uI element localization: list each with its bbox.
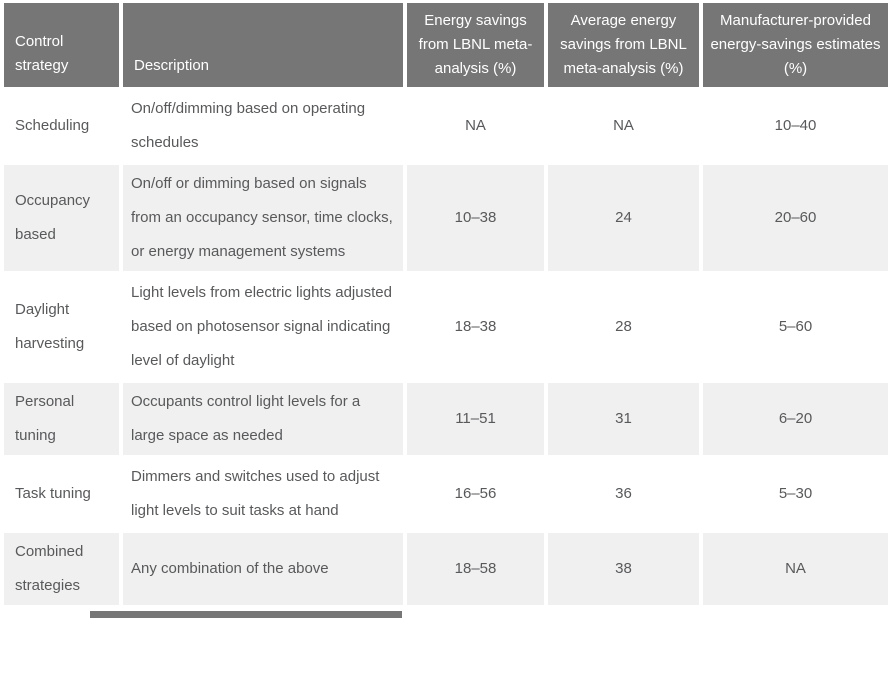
lbnl-range-cell: 11–51 xyxy=(407,383,544,455)
strategy-cell: Personal tuning xyxy=(4,383,119,455)
manufacturer-estimate-cell: 10–40 xyxy=(703,90,888,162)
strategy-cell: Combined strategies xyxy=(4,533,119,605)
lbnl-range-cell: 16–56 xyxy=(407,458,544,530)
table-row: Combined strategies Any combination of th… xyxy=(4,533,888,605)
manufacturer-estimate-cell: 5–60 xyxy=(703,274,888,380)
manufacturer-estimate-cell: 20–60 xyxy=(703,165,888,271)
description-cell: Light levels from electric lights adjust… xyxy=(123,274,403,380)
header-lbnl-savings-range: Energy savings from LBNL meta-analysis (… xyxy=(407,3,544,87)
table-body: Scheduling On/off/dimming based on operat… xyxy=(4,90,888,605)
description-cell: Any combination of the above xyxy=(123,533,403,605)
strategy-cell: Occupancy based xyxy=(4,165,119,271)
energy-savings-table: Control strategy Description Energy savi… xyxy=(4,3,888,605)
lbnl-range-cell: 18–58 xyxy=(407,533,544,605)
table-row: Occupancy based On/off or dimming based o… xyxy=(4,165,888,271)
header-lbnl-savings-average: Average energy savings from LBNL meta-an… xyxy=(548,3,699,87)
manufacturer-estimate-cell: 6–20 xyxy=(703,383,888,455)
lbnl-average-cell: 28 xyxy=(548,274,699,380)
manufacturer-estimate-cell: 5–30 xyxy=(703,458,888,530)
next-element-cutoff-bar xyxy=(90,611,402,618)
lbnl-average-cell: 36 xyxy=(548,458,699,530)
strategy-cell: Task tuning xyxy=(4,458,119,530)
lbnl-average-cell: 38 xyxy=(548,533,699,605)
lbnl-average-cell: NA xyxy=(548,90,699,162)
table-row: Task tuning Dimmers and switches used to … xyxy=(4,458,888,530)
description-cell: On/off/dimming based on operating schedu… xyxy=(123,90,403,162)
header-manufacturer-estimates: Manufacturer-provided energy-savings est… xyxy=(703,3,888,87)
description-cell: Occupants control light levels for a lar… xyxy=(123,383,403,455)
table-row: Personal tuning Occupants control light l… xyxy=(4,383,888,455)
table-row: Daylight harvesting Light levels from ele… xyxy=(4,274,888,380)
description-cell: Dimmers and switches used to adjust ligh… xyxy=(123,458,403,530)
description-cell: On/off or dimming based on signals from … xyxy=(123,165,403,271)
strategy-cell: Daylight harvesting xyxy=(4,274,119,380)
lbnl-average-cell: 24 xyxy=(548,165,699,271)
strategy-cell: Scheduling xyxy=(4,90,119,162)
lbnl-average-cell: 31 xyxy=(548,383,699,455)
header-row: Control strategy Description Energy savi… xyxy=(4,3,888,87)
lbnl-range-cell: NA xyxy=(407,90,544,162)
manufacturer-estimate-cell: NA xyxy=(703,533,888,605)
lbnl-range-cell: 10–38 xyxy=(407,165,544,271)
header-control-strategy: Control strategy xyxy=(4,3,119,87)
table-header: Control strategy Description Energy savi… xyxy=(4,3,888,87)
header-description: Description xyxy=(123,3,403,87)
lbnl-range-cell: 18–38 xyxy=(407,274,544,380)
table-row: Scheduling On/off/dimming based on operat… xyxy=(4,90,888,162)
